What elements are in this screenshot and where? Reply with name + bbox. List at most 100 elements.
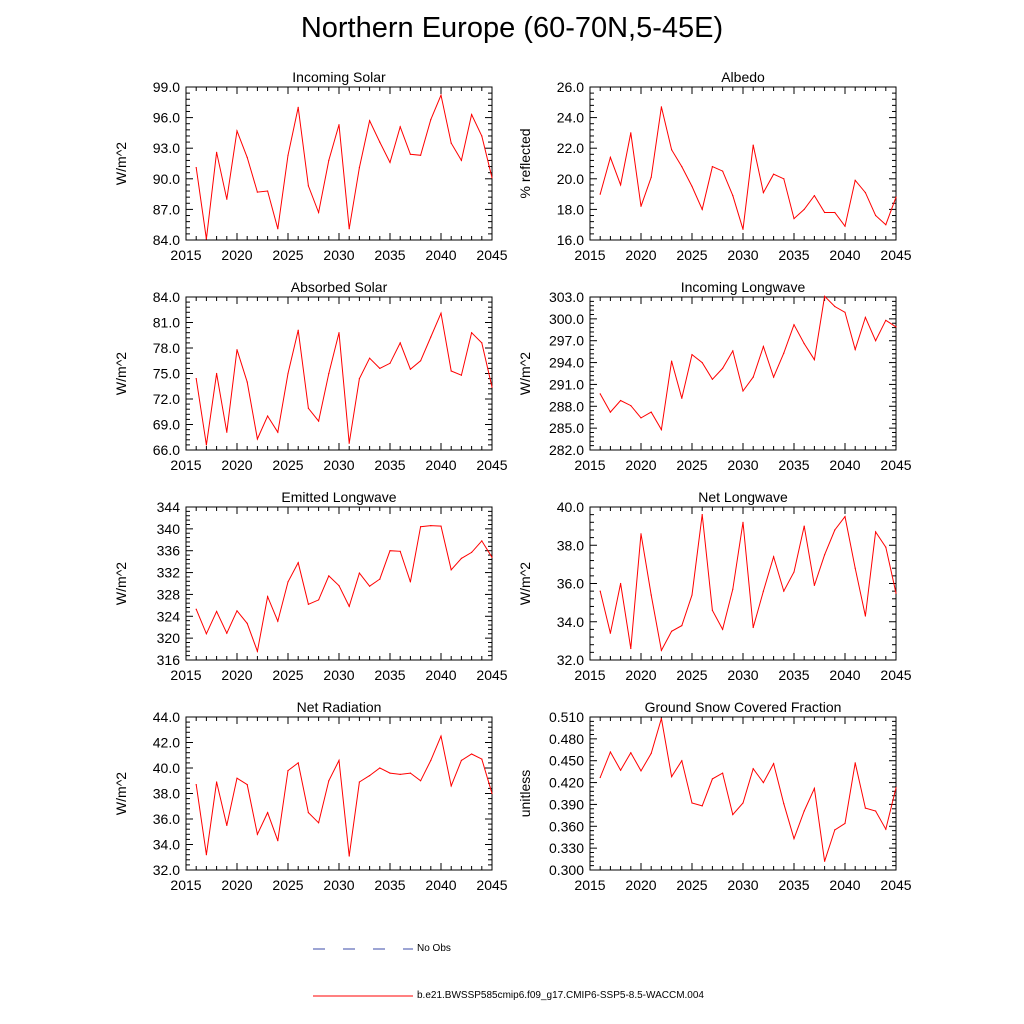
panel-4-data-point <box>854 348 856 351</box>
panel-1-series-line <box>195 93 493 240</box>
panel-8-xtick-label: 2040 <box>829 877 860 893</box>
panel-1-xtick-label: 2045 <box>476 247 507 263</box>
panel-7-data-point <box>297 762 299 764</box>
panel-7-data-point <box>389 772 391 774</box>
panel-1-data-point <box>348 228 350 230</box>
panel-1-data-point <box>318 211 320 214</box>
panel-4-ytick-label: 297.0 <box>549 333 584 349</box>
panel-7-data-point <box>358 781 360 783</box>
panel-8-ytick-label: 0.360 <box>549 818 584 834</box>
panel-8-data-point <box>864 807 867 809</box>
panel-6-xtick-label: 2040 <box>829 667 860 683</box>
panel-4-ylabel: W/m^2 <box>517 352 533 395</box>
panel-6-data-point <box>609 632 612 634</box>
panel-4-ytick-label: 282.0 <box>549 442 584 458</box>
panel-8-data-point <box>854 762 856 764</box>
figure-title: Northern Europe (60-70N,5-45E) <box>300 12 724 44</box>
panel-5-series-line <box>195 525 493 654</box>
panel-3-series-line <box>195 311 493 445</box>
panel-7-data-point <box>195 784 197 786</box>
panel-3-data-point <box>450 370 452 372</box>
panel-3-data-point <box>471 332 473 334</box>
panel-4-data-point <box>875 340 877 342</box>
panel-6-xtick-label: 2025 <box>676 667 707 683</box>
panel-8-xtick-label: 2035 <box>778 877 809 893</box>
panel-3-data-point <box>226 431 228 433</box>
panel-2-data-point <box>671 149 673 151</box>
panel-5-data-point <box>256 650 258 652</box>
panel-7-ytick-label: 44.0 <box>153 709 180 725</box>
panel-7-ytick-label: 32.0 <box>153 862 180 878</box>
panel-7-xtick-label: 2045 <box>476 877 507 893</box>
panel-2-series-line <box>599 106 897 230</box>
panel-5-xtick-label: 2040 <box>425 667 456 683</box>
panel-1-ytick-label: 84.0 <box>153 232 180 248</box>
panel-5-data-point <box>471 551 473 554</box>
panel-1-data-point <box>399 126 401 128</box>
panel-2-data-point <box>824 211 826 214</box>
panel-8-data-point <box>732 814 734 816</box>
panel-5-ytick-label: 344 <box>157 499 181 515</box>
panel-1-data-point <box>246 156 248 158</box>
panel-5-xtick-label: 2015 <box>170 667 201 683</box>
panel-2-data-point <box>742 228 744 230</box>
panel-4-data-point <box>599 393 601 395</box>
panel-1-data-point <box>369 120 371 122</box>
panel-8-ytick-label: 0.510 <box>549 709 584 725</box>
panel-4-ytick-label: 291.0 <box>549 376 584 392</box>
panel-6-data-point <box>752 626 754 629</box>
panel-7-data-point <box>481 758 483 760</box>
panel-3-data-point <box>420 360 422 362</box>
panel-5-data-point <box>348 605 350 608</box>
panel-1-data-point <box>307 185 309 187</box>
panel-3-data-point <box>205 444 207 446</box>
panel-2-data-point <box>660 106 663 108</box>
panel-7-data-point <box>267 812 269 814</box>
panel-7-data-point <box>471 753 473 755</box>
panel-4-data-point <box>640 417 642 419</box>
panel-1-data-point <box>287 154 289 156</box>
panel-4-data-point <box>691 354 693 356</box>
panel-3-title: Absorbed Solar <box>291 279 388 295</box>
panel-5-data-point <box>226 632 228 634</box>
panel-4-data-point <box>813 359 816 361</box>
panel-7-xtick-label: 2015 <box>170 877 201 893</box>
panel-4-data-point <box>793 324 795 326</box>
panel-2-data-point <box>722 170 724 172</box>
panel-8-xtick-label: 2015 <box>574 877 605 893</box>
panel-1-ytick-label: 96.0 <box>153 110 180 126</box>
panel-7-xtick-label: 2035 <box>374 877 405 893</box>
panel-7-data-point <box>307 812 309 814</box>
panel-6-ytick-label: 38.0 <box>557 537 584 553</box>
panel-7-data-point <box>338 759 340 762</box>
panel-3-ytick-label: 66.0 <box>153 442 180 458</box>
panel-6-data-point <box>824 554 826 556</box>
panel-5-ytick-label: 340 <box>157 521 181 537</box>
panel-3-ytick-label: 78.0 <box>153 340 180 356</box>
panel-3-ytick-label: 81.0 <box>153 315 180 331</box>
panel-3-data-point <box>277 431 279 433</box>
panel-6-data-point <box>701 514 703 516</box>
panel-4-data-point <box>834 305 836 308</box>
legend-obs-label: No Obs <box>417 943 451 954</box>
panel-1-data-point <box>389 161 391 164</box>
panel-1-data-point <box>450 142 452 144</box>
panel-1-data-point <box>491 177 493 179</box>
panel-8-data-point <box>834 829 836 831</box>
panel-2-data-point <box>620 184 622 186</box>
panel-6-data-point <box>599 590 601 592</box>
panel-7-ylabel: W/m^2 <box>113 772 129 815</box>
panel-6-data-point <box>691 594 693 596</box>
panel-6-data-point <box>762 590 765 592</box>
panel-6-data-point <box>813 584 816 587</box>
panel-4-ytick-label: 303.0 <box>549 289 584 305</box>
panel-1-data-point <box>460 159 462 161</box>
panel-4-data-point <box>762 345 765 348</box>
panel-8-data-point <box>813 787 816 790</box>
panel-7-data-point <box>318 822 320 824</box>
panel-8-ytick-label: 0.480 <box>549 731 584 747</box>
panel-1-data-point <box>358 167 360 169</box>
panel-8-data-point <box>844 822 846 825</box>
panel-2-data-point <box>783 178 785 180</box>
panel-4-data-point <box>660 429 663 431</box>
